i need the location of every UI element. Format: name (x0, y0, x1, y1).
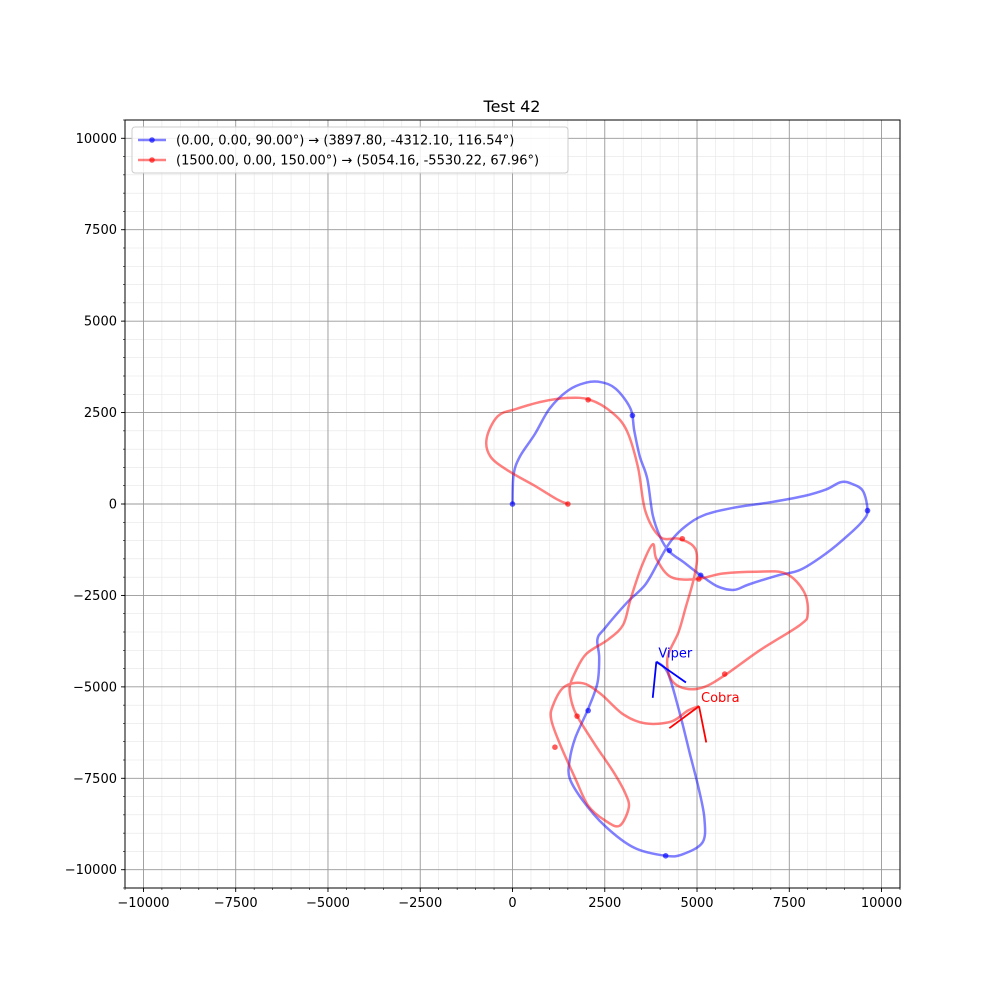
series-2-marker (679, 535, 686, 542)
series-2-marker (574, 713, 580, 719)
series-2-marker (552, 744, 558, 750)
y-tick-label: −2500 (73, 589, 117, 604)
annotation-label: Cobra (701, 691, 740, 706)
x-tick-label: 5000 (680, 896, 713, 911)
y-tick-label: 5000 (84, 315, 117, 330)
series-1-marker (864, 507, 871, 514)
y-tick-label: 7500 (84, 223, 117, 238)
x-tick-label: 7500 (773, 896, 806, 911)
x-tick-label: 10000 (861, 896, 902, 911)
series-1-marker (629, 412, 636, 419)
x-tick-label: −5000 (306, 896, 350, 911)
annotation-viper: Viper (651, 647, 693, 698)
legend: (0.00, 0.00, 90.00°) → (3897.80, -4312.1… (131, 126, 569, 174)
axis-ticks: −10000 −7500 −5000 −2500 0 2500 5000 7500 10000 −… (65, 119, 902, 911)
annotation-layer: Viper Cobra (651, 647, 740, 743)
annotation-heading-line (698, 706, 708, 743)
series-2-marker (565, 501, 571, 507)
series-1-marker (662, 853, 669, 859)
y-tick-label: 2500 (84, 406, 117, 421)
legend-box (131, 126, 569, 174)
annotation-normal-line (668, 705, 700, 729)
series-2-marker (696, 576, 702, 582)
legend-entry-1: (0.00, 0.00, 90.00°) → (3897.80, -4312.1… (138, 134, 514, 149)
legend-entry-2: (1500.00, 0.00, 150.00°) → (5054.16, -55… (138, 154, 539, 169)
annotation-heading-line (655, 660, 687, 684)
series-layer (484, 380, 871, 859)
x-tick-label: −2500 (398, 896, 442, 911)
x-tick-label: 0 (508, 896, 516, 911)
legend-label: (1500.00, 0.00, 150.00°) → (5054.16, -55… (176, 154, 539, 169)
annotation-label: Viper (658, 647, 692, 662)
annotation-cobra: Cobra (668, 691, 740, 743)
x-tick-label: 2500 (588, 896, 621, 911)
series-2-line (484, 396, 810, 828)
series-1-marker (509, 501, 516, 507)
y-tick-label: 10000 (76, 132, 117, 147)
y-tick-label: −5000 (73, 680, 117, 695)
x-tick-label: −10000 (117, 896, 169, 911)
x-tick-label: −7500 (214, 896, 258, 911)
y-tick-label: −7500 (73, 772, 117, 787)
legend-marker (149, 157, 155, 163)
legend-label: (0.00, 0.00, 90.00°) → (3897.80, -4312.1… (176, 134, 514, 149)
chart-title: Test 42 (483, 97, 541, 116)
legend-marker (149, 137, 155, 143)
series-1 (509, 380, 871, 859)
series-1-marker (666, 547, 673, 554)
series-2-marker (721, 671, 728, 677)
annotation-normal-line (651, 661, 658, 698)
series-2-marker (585, 396, 591, 403)
series-1-marker (585, 707, 591, 714)
y-tick-label: −10000 (65, 863, 117, 878)
y-tick-label: 0 (109, 498, 117, 513)
series-1-line (511, 380, 869, 858)
series-2 (484, 396, 810, 828)
